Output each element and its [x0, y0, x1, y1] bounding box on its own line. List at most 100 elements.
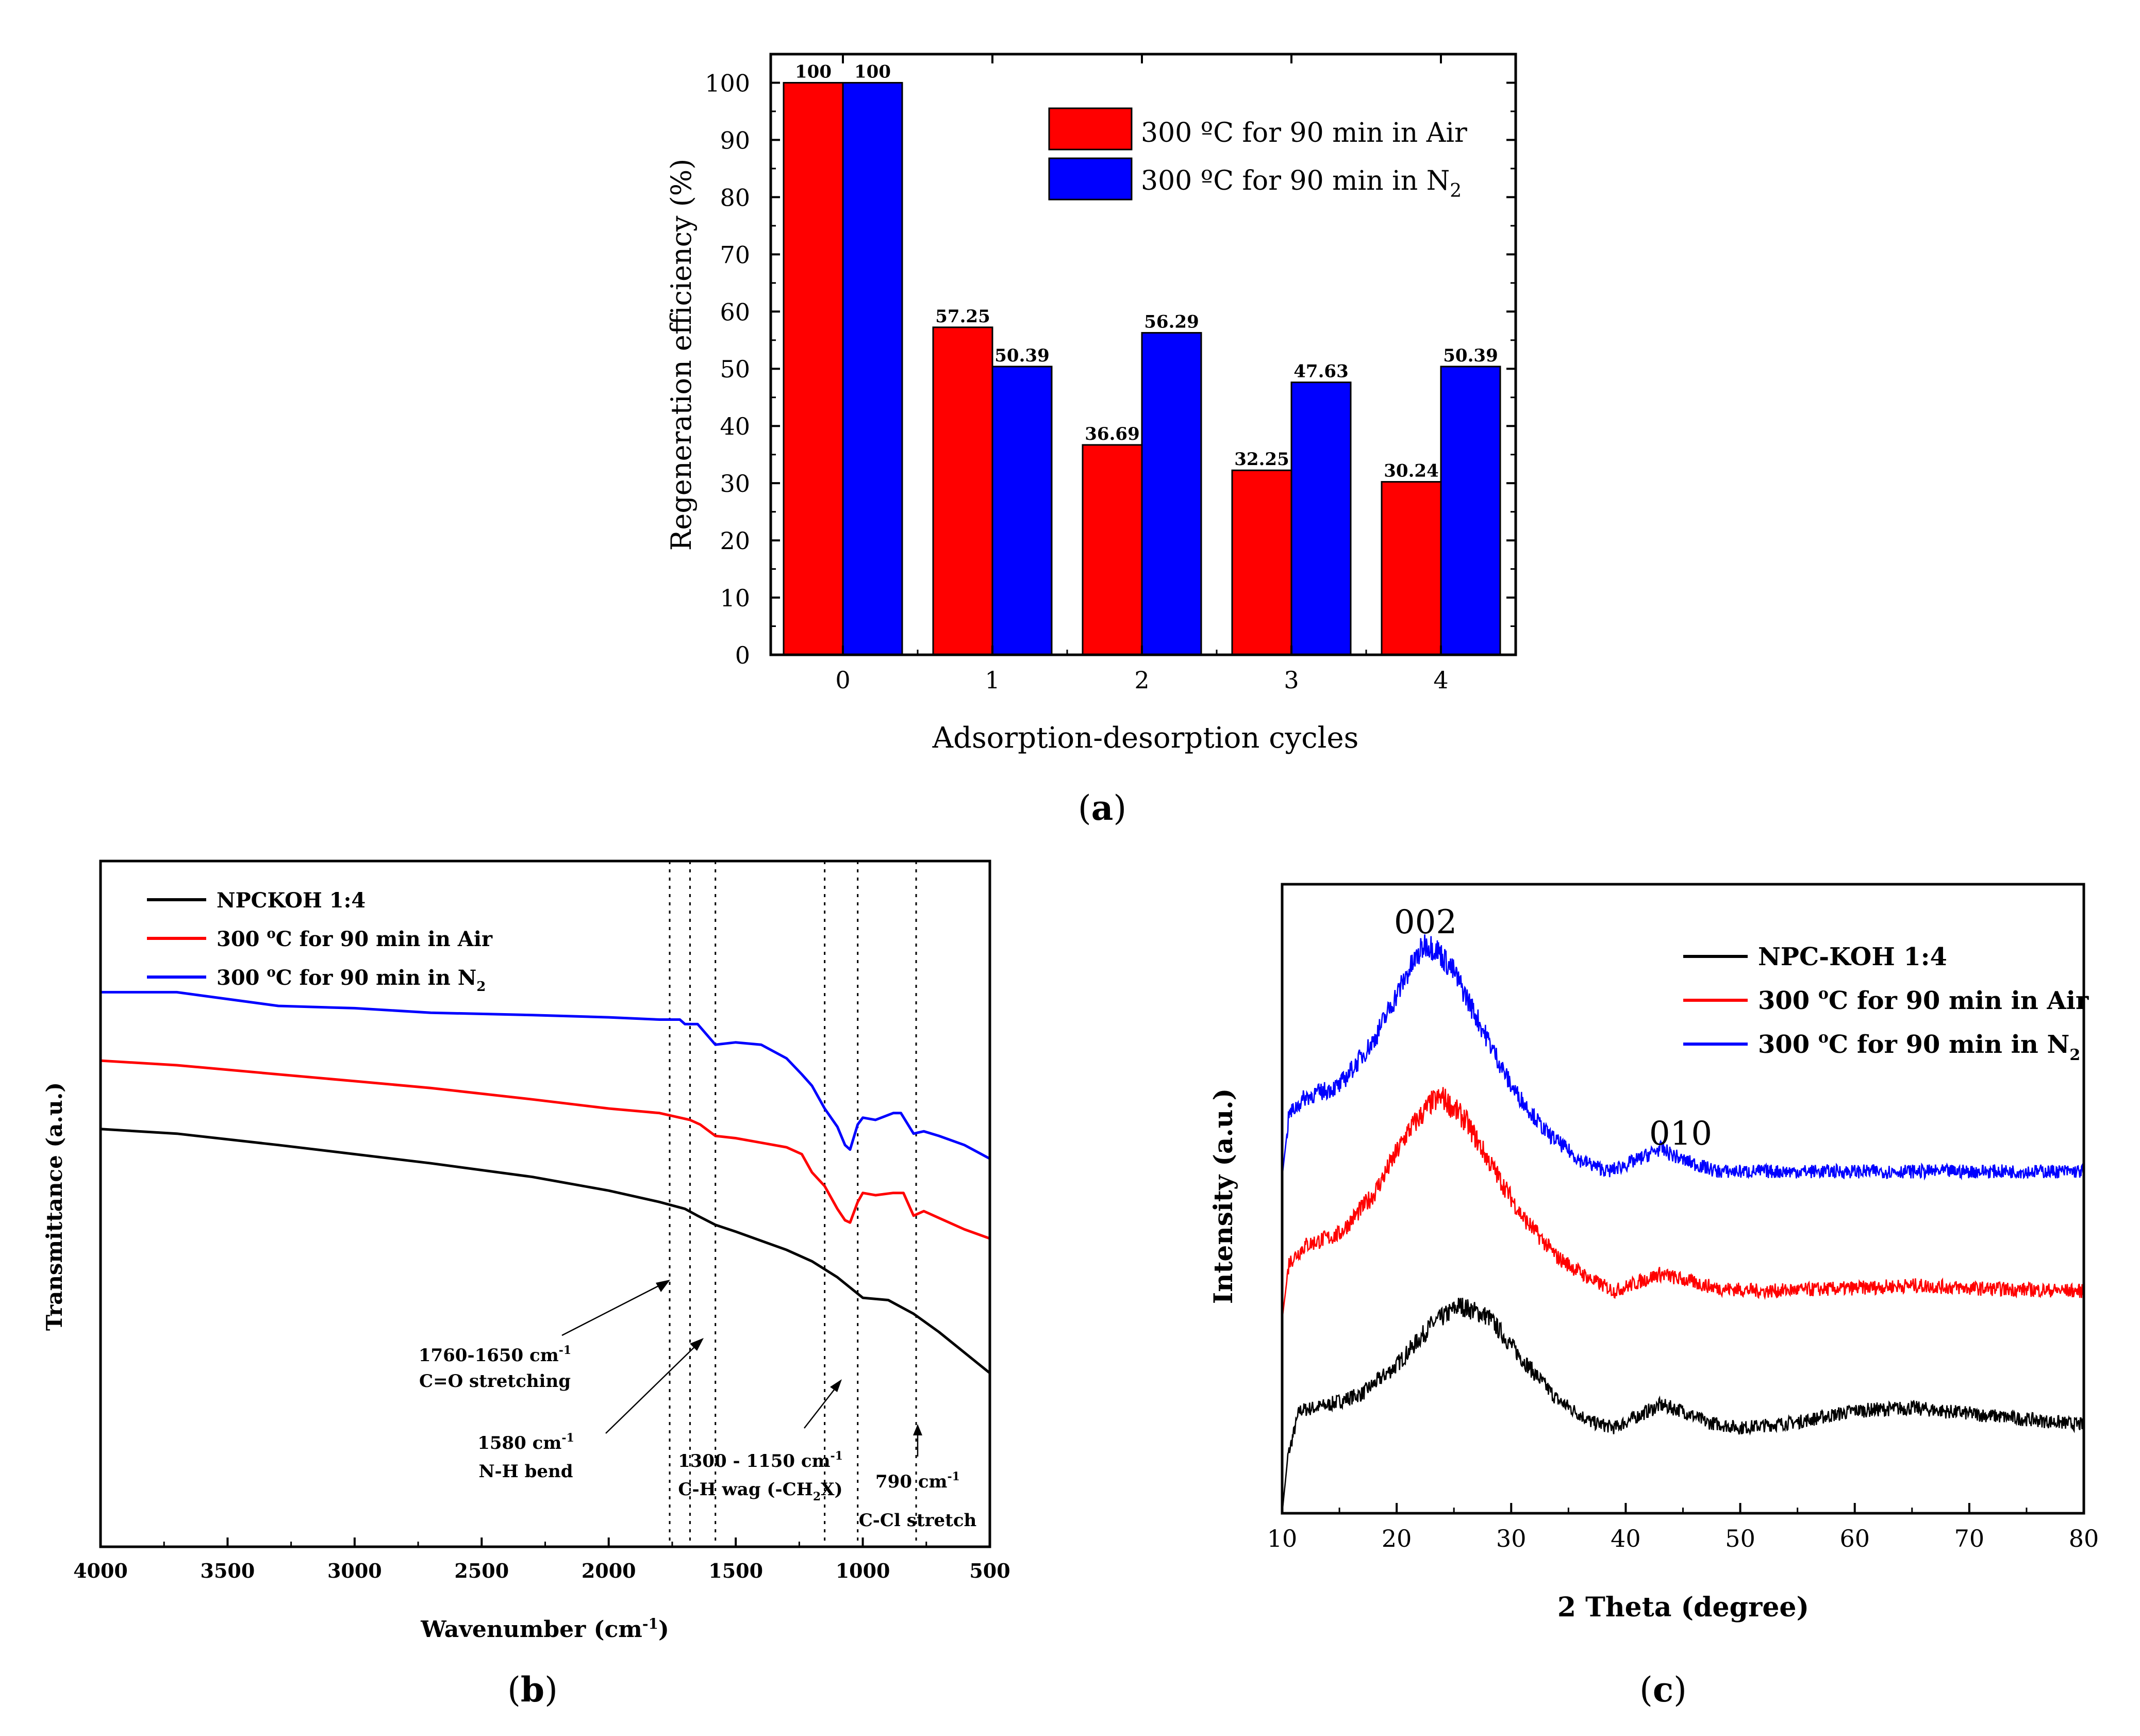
panel-a-bars: 100 10057.2550.3936.6956.2932.2547.6330.2… — [783, 61, 1501, 656]
annotation-ch-line1: 1300 - 1150 cm-1 — [678, 1449, 843, 1472]
annotation-arrowhead-ccl — [913, 1424, 922, 1435]
bar-value-label: 30.24 — [1384, 460, 1438, 481]
peak-label-002: 002 — [1394, 903, 1457, 941]
panel-c-label: (c) — [1639, 1669, 1687, 1710]
x-tick-label: 20 — [1382, 1525, 1412, 1552]
legend-label-npc: NPCKOH 1:4 — [217, 888, 366, 913]
panel-c-plot-frame — [1281, 883, 2085, 1515]
x-tick-label: 1 — [985, 666, 1000, 694]
x-tick-label: 30 — [1496, 1525, 1527, 1552]
bar-n2 — [991, 366, 1053, 656]
annotation-ccl-line2: C-Cl stretch — [859, 1510, 977, 1531]
panel-a-ylabel: Regeneration efficiency (%) — [665, 159, 698, 551]
annotation-ccl-line1: 790 cm-1 — [875, 1470, 960, 1492]
x-tick-label: 2 — [1134, 666, 1149, 694]
panel-c-ticks: 10 20 30 40 50 60 70 80 — [1267, 1503, 2099, 1552]
panel-b-legend: NPCKOH 1:4 300 oC for 90 min in Air 300 … — [147, 888, 493, 995]
panel-b-reference-lines — [669, 861, 917, 1547]
ftir-series-2 — [101, 990, 991, 1160]
annotation-co-line2: C=O stretching — [419, 1371, 571, 1392]
bar-n2 — [842, 81, 903, 656]
x-tick-label: 4000 — [73, 1559, 128, 1582]
legend-swatch-n2 — [1048, 157, 1133, 201]
panel-c-legend: NPC-KOH 1:4 300 oC for 90 min in Air 300… — [1683, 943, 2089, 1064]
panel-a-bar-chart: 100 10057.2550.3936.6956.2932.2547.6330.2… — [665, 53, 1517, 828]
bar-air — [1231, 469, 1292, 656]
panel-b-ftir-chart: 4000 3500 3000 2500 2000 1500 1000 500 NPCKOH 1… — [42, 859, 1010, 1710]
panel-b-ylabel: Transmittance (a.u.) — [42, 1082, 67, 1331]
panel-b-xlabel: Wavenumber (cm-1) — [420, 1615, 669, 1643]
bar-value-label: 100 — [795, 61, 832, 82]
bar-value-label: 50.39 — [994, 345, 1049, 366]
x-tick-label: 4 — [1433, 666, 1448, 694]
legend-label-air: 300 ºC for 90 min in Air — [1141, 118, 1467, 148]
y-tick-label: 0 — [735, 641, 750, 669]
bar-n2 — [1440, 366, 1501, 656]
x-tick-label: 50 — [1725, 1525, 1755, 1552]
panel-c-series — [1281, 934, 2085, 1514]
y-tick-label: 70 — [720, 241, 750, 269]
x-tick-label: 80 — [2069, 1525, 2099, 1552]
x-tick-label: 2000 — [582, 1559, 636, 1582]
x-tick-label: 1000 — [836, 1559, 890, 1582]
bar-n2 — [1290, 382, 1352, 656]
ftir-series-0 — [100, 1128, 991, 1375]
panel-b-plot-frame — [99, 859, 991, 1548]
panel-b-series — [100, 990, 991, 1375]
ftir-series-1 — [100, 1059, 990, 1240]
y-tick-label: 80 — [720, 184, 750, 211]
annotation-arrowhead-co — [656, 1280, 670, 1292]
panel-c-xlabel: 2 Theta (degree) — [1557, 1592, 1809, 1623]
x-tick-label: 0 — [835, 666, 850, 694]
legend-swatch-air — [1048, 107, 1133, 151]
bar-air — [932, 326, 993, 656]
x-tick-label: 70 — [1954, 1525, 1985, 1552]
y-tick-label: 100 — [705, 69, 750, 97]
x-tick-label: 3000 — [327, 1559, 382, 1582]
bar-value-label: 32.25 — [1234, 449, 1289, 470]
legend-label-npc-koh: NPC-KOH 1:4 — [1758, 943, 1947, 971]
bar-value-label: 50.39 — [1443, 345, 1498, 366]
bar-air — [1381, 481, 1442, 656]
annotation-nh-line2: N-H bend — [478, 1461, 573, 1482]
legend-label-n2-c: 300 oC for 90 min in N2 — [1758, 1029, 2080, 1064]
x-tick-label: 500 — [969, 1559, 1010, 1582]
bar-value-label: 57.25 — [935, 306, 990, 327]
y-tick-label: 50 — [720, 355, 750, 383]
x-tick-label: 40 — [1611, 1525, 1641, 1552]
panel-c-xrd-chart: 10 20 30 40 50 60 70 80 002 010 NPC-KOH 1:4 300… — [1208, 883, 2099, 1710]
y-tick-label: 30 — [720, 470, 750, 498]
bar-value-label: 56.29 — [1144, 311, 1199, 332]
panel-b-annotations: 1760-1650 cm-1 C=O stretching 1580 cm-1 … — [419, 1280, 976, 1531]
x-tick-label: 1500 — [708, 1559, 763, 1582]
panel-a-ticks: 0 10 20 30 40 50 60 70 80 90 100 0 1 2 3 4 — [705, 54, 1516, 694]
annotation-arrow-nh — [605, 1340, 702, 1434]
xrd-series-1 — [1281, 1087, 2085, 1320]
xrd-series-0 — [1281, 1297, 2084, 1514]
x-tick-label: 3 — [1284, 666, 1299, 694]
annotation-ch-line2: C-H wag (-CH2X) — [678, 1479, 842, 1503]
legend-label-n2: 300 ºC for 90 min in N2 — [1141, 166, 1462, 202]
bar-n2 — [1141, 332, 1202, 656]
x-tick-label: 60 — [1839, 1525, 1870, 1552]
x-tick-label: 3500 — [201, 1559, 255, 1582]
y-tick-label: 20 — [720, 527, 750, 555]
y-tick-label: 40 — [720, 412, 750, 440]
panel-b-ticks: 4000 3500 3000 2500 2000 1500 1000 500 — [73, 1537, 1010, 1582]
y-tick-label: 60 — [720, 298, 750, 326]
panel-c-ylabel: Intensity (a.u.) — [1208, 1088, 1238, 1304]
panel-a-label: (a) — [1078, 788, 1126, 828]
bar-air — [783, 81, 844, 656]
legend-label-air: 300 oC for 90 min in Air — [217, 926, 493, 951]
annotation-nh-line1: 1580 cm-1 — [477, 1431, 574, 1453]
panel-a-legend: 300 ºC for 90 min in Air 300 ºC for 90 m… — [1048, 107, 1467, 202]
legend-label-air-c: 300 oC for 90 min in Air — [1758, 985, 2089, 1015]
annotation-arrowhead-nh — [690, 1338, 704, 1351]
panel-a-xlabel: Adsorption-desorption cycles — [932, 721, 1359, 755]
x-tick-label: 2500 — [454, 1559, 509, 1582]
y-tick-label: 90 — [720, 126, 750, 154]
xrd-series-2 — [1281, 934, 2085, 1181]
annotation-arrowhead-ch — [830, 1379, 842, 1392]
legend-label-n2: 300 oC for 90 min in N2 — [217, 965, 486, 995]
